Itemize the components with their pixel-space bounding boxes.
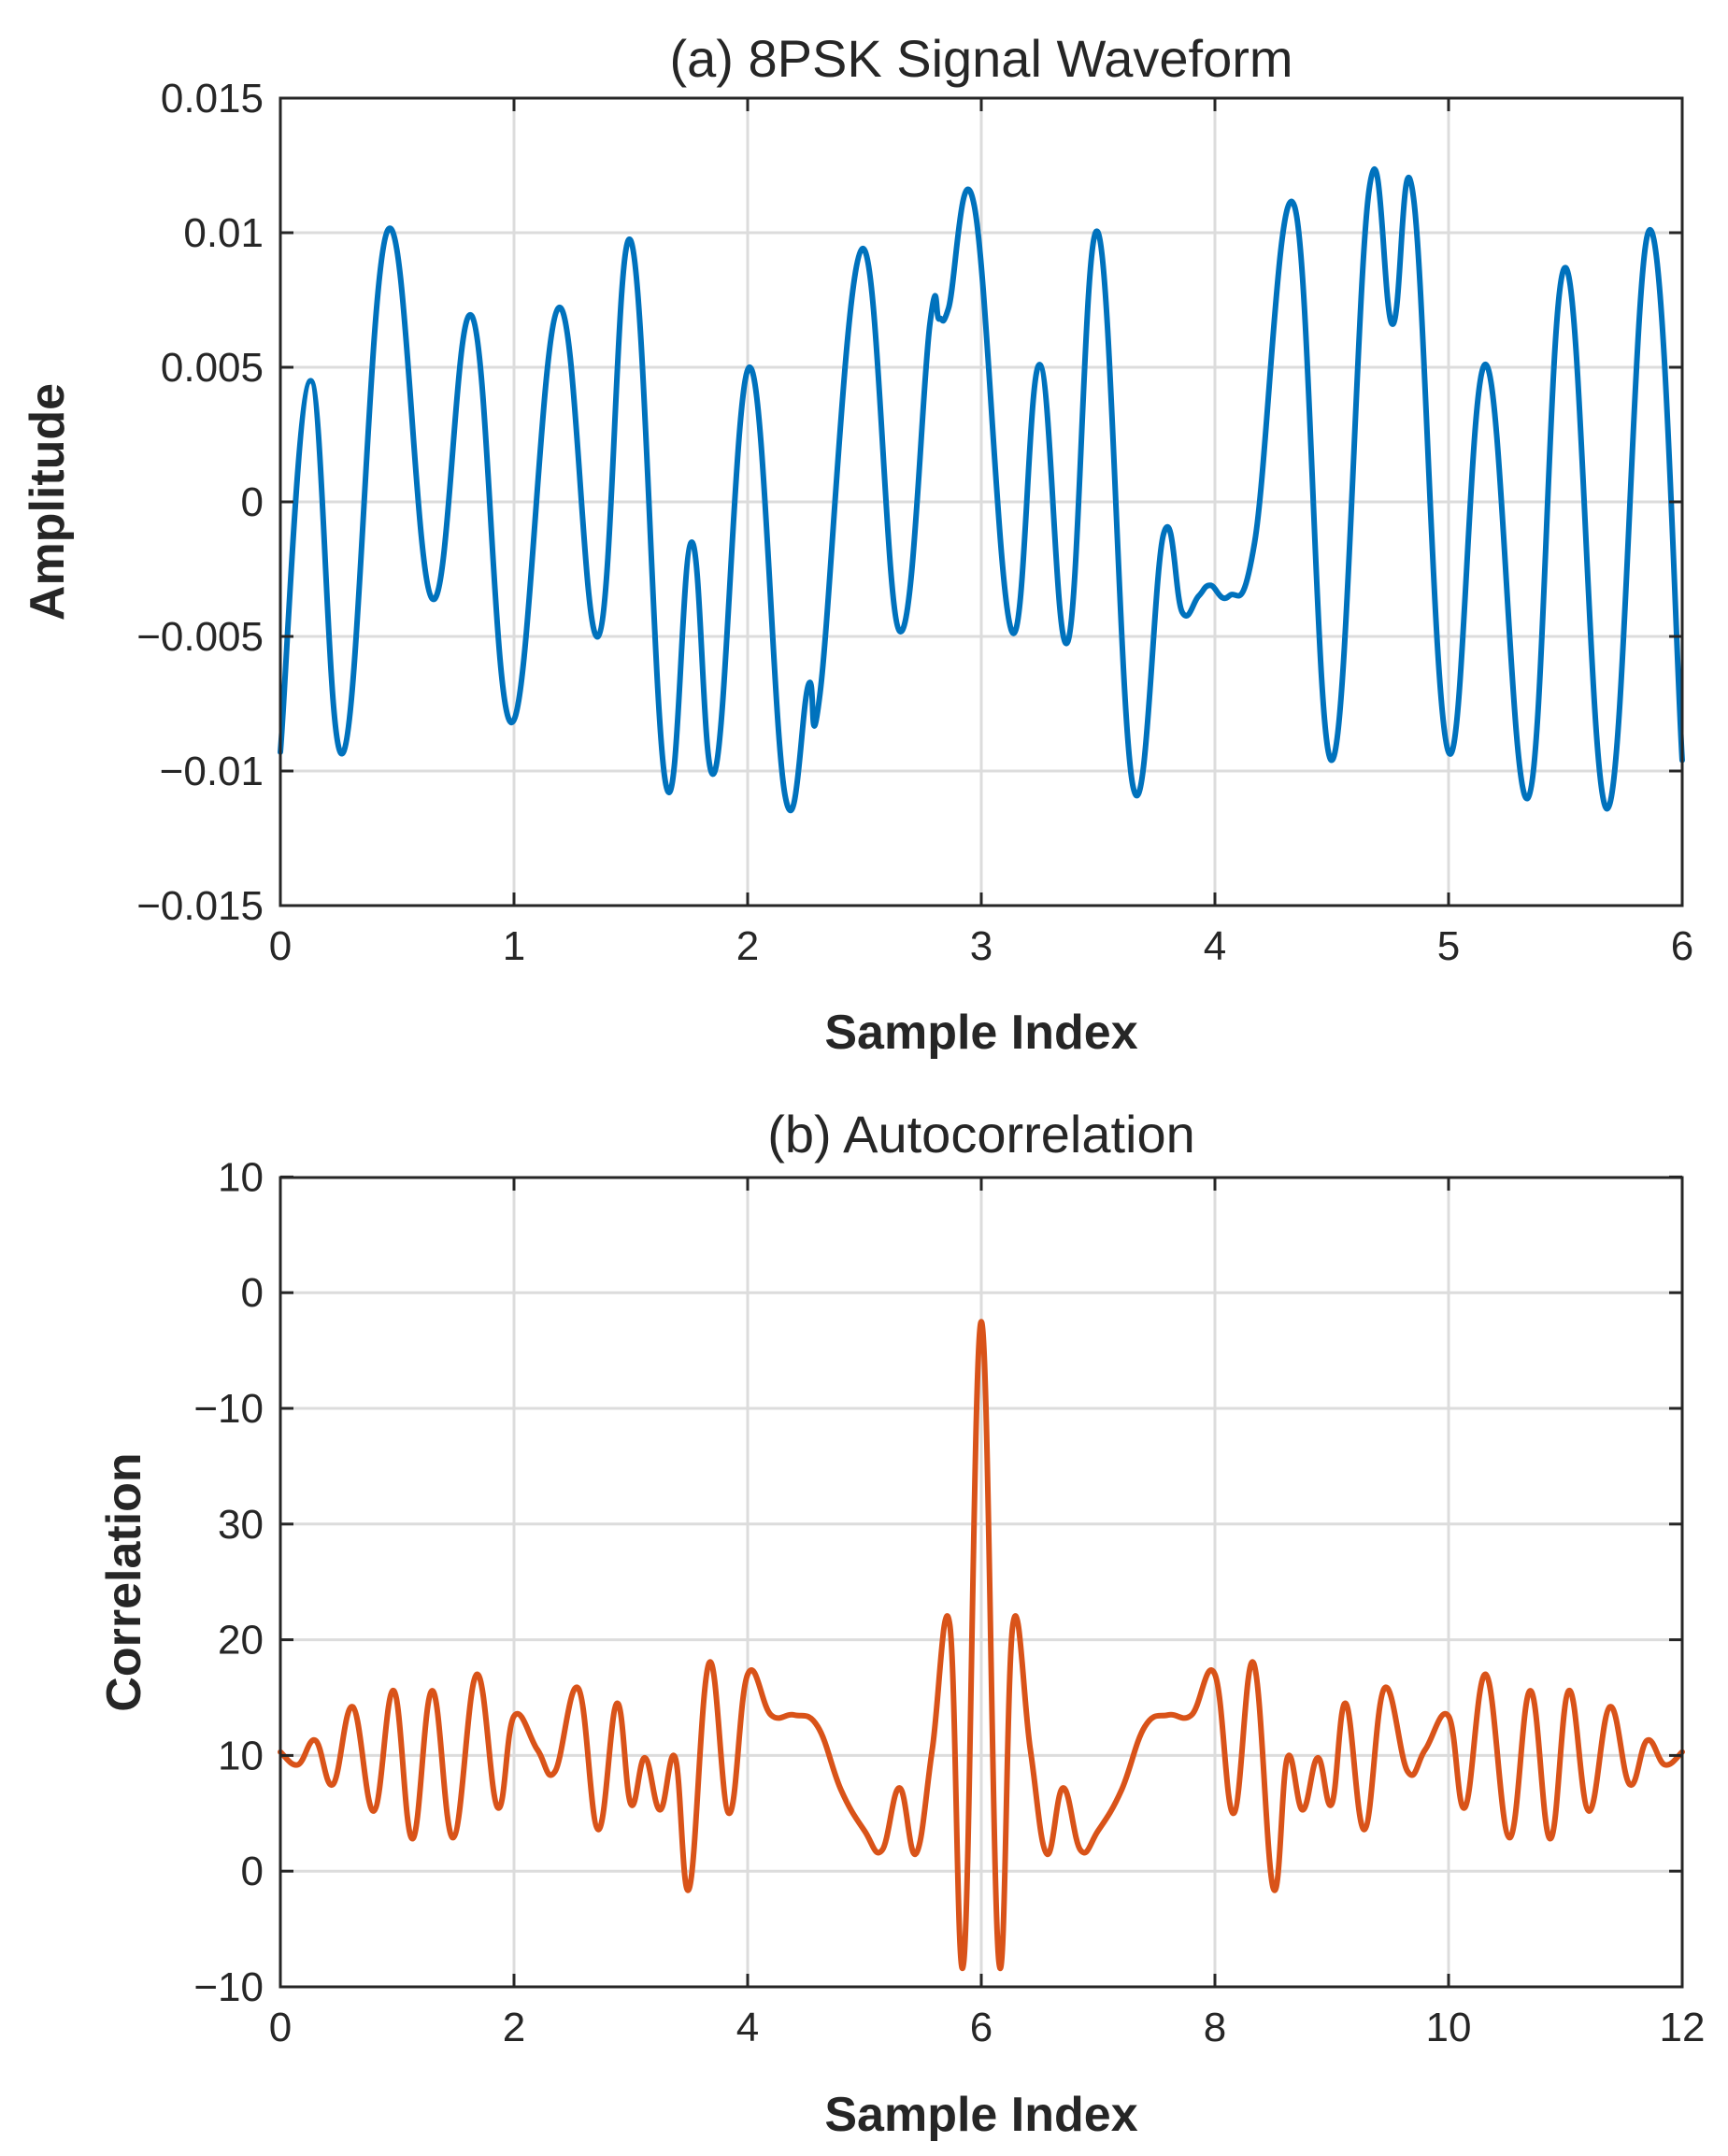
panel-a-ytick-label: −0.015: [136, 883, 264, 929]
panel-b-ytick-label: 10: [218, 1733, 264, 1778]
panel-b-xtick-label: 8: [1204, 2005, 1226, 2050]
panel-b-xlabel: Sample Index: [824, 2088, 1137, 2142]
panel-a-ytick-label: −0.01: [160, 749, 264, 794]
panel-b-ytick-label: −10: [193, 1386, 264, 1432]
panel-b-grid: [280, 1178, 1682, 1987]
panel-b-xtick-label: 10: [1426, 2005, 1472, 2050]
panel-a-ticks: 0 1 2 3 4 5 6 −0.015 −0.01 −0.005 0 0.005 0.01 0.015: [136, 76, 1693, 969]
panel-a-ytick-label: 0.005: [161, 345, 264, 391]
panel-a-xtick-label: 4: [1204, 923, 1226, 969]
panel-b-ytick-label: 30: [218, 1502, 264, 1548]
panel-b-title: (b) Autocorrelation: [767, 1105, 1195, 1164]
panel-a-title: (a) 8PSK Signal Waveform: [669, 29, 1292, 88]
panel-a-ytick-label: 0: [241, 479, 264, 525]
panel-a-grid: [280, 98, 1682, 906]
panel-a-ytick-label: 0.01: [183, 210, 264, 256]
panel-b-correlation-line: [278, 1319, 1685, 1972]
panel-b-ytick-label: −10: [193, 1964, 264, 2010]
panel-a-ytick-label: −0.005: [136, 614, 264, 660]
panel-a-xtick-label: 0: [269, 923, 292, 969]
panel-a-xtick-label: 3: [970, 923, 993, 969]
panel-b-xtick-label: 2: [503, 2005, 525, 2050]
panel-a-signal-line: [278, 166, 1685, 814]
panel-b-xtick-label: 6: [970, 2005, 993, 2050]
panel-b-ytick-label: 0: [241, 1270, 264, 1316]
panel-b-xtick-label: 12: [1660, 2005, 1706, 2050]
panel-b-xtick-label: 0: [269, 2005, 292, 2050]
panel-b-ytick-label: 0: [241, 1849, 264, 1894]
panel-b-ytick-label: 10: [218, 1154, 264, 1200]
panel-a: 0 1 2 3 4 5 6−0.015−0.01−0.00500.0050.010.015 …: [21, 29, 1693, 1060]
panel-a-ytick-label: 0.015: [161, 76, 264, 121]
panel-a-xtick-label: 2: [736, 923, 759, 969]
panel-a-xlabel: Sample Index: [824, 1006, 1137, 1060]
panel-b-ytick-label: 20: [218, 1618, 264, 1663]
panel-a-xtick-label: 5: [1437, 923, 1460, 969]
panel-a-ylabel: Amplitude: [21, 383, 75, 621]
panel-a-xtick-label: 1: [503, 923, 525, 969]
panel-b-ylabel: Correlation: [97, 1452, 151, 1711]
panel-b-xtick-label: 4: [736, 2005, 759, 2050]
panel-a-xtick-label: 6: [1671, 923, 1693, 969]
